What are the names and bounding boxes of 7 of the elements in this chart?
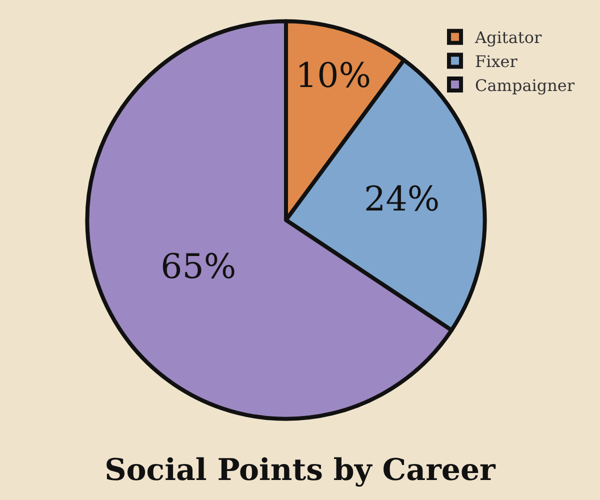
legend-label: Campaigner — [475, 76, 575, 95]
data-label: 10% — [295, 56, 372, 96]
legend-label: Fixer — [475, 52, 518, 71]
data-label: 24% — [364, 180, 440, 220]
data-label: 65% — [160, 247, 236, 288]
legend-label: Agitator — [474, 28, 542, 48]
text: Social Points by Career — [104, 453, 497, 488]
